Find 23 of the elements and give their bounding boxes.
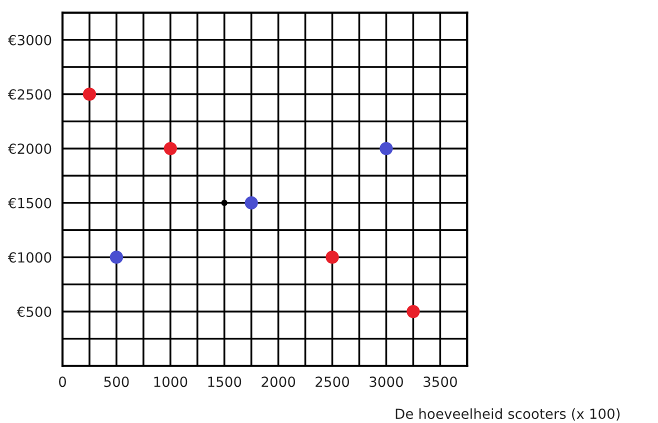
- x-tick-label: 1500: [208, 376, 242, 388]
- y-tick-label: €1000: [8, 252, 52, 263]
- x-tick-label: 3000: [370, 376, 403, 388]
- y-tick-label: €3000: [8, 34, 52, 46]
- point: [326, 250, 339, 264]
- x-tick-label: 0: [59, 376, 66, 388]
- x-tick-label: 1000: [154, 376, 188, 388]
- point: [221, 200, 228, 206]
- y-tick-label: €500: [16, 306, 52, 318]
- y-tick-label: €1500: [8, 198, 52, 208]
- y-tick-label: €2000: [8, 144, 52, 154]
- point: [406, 304, 420, 318]
- x-tick-label: 3500: [424, 376, 457, 388]
- point: [380, 142, 393, 156]
- point: [82, 88, 96, 101]
- point: [244, 196, 258, 210]
- x-tick-label: 2000: [262, 376, 296, 388]
- point: [164, 142, 178, 156]
- x-tick-label: 500: [104, 376, 129, 388]
- x-tick-label: 2500: [316, 376, 350, 388]
- point: [110, 250, 124, 264]
- x-axis-title: De hoeveelheid scooters (x 100): [396, 408, 620, 421]
- y-tick-label: €2500: [8, 89, 52, 100]
